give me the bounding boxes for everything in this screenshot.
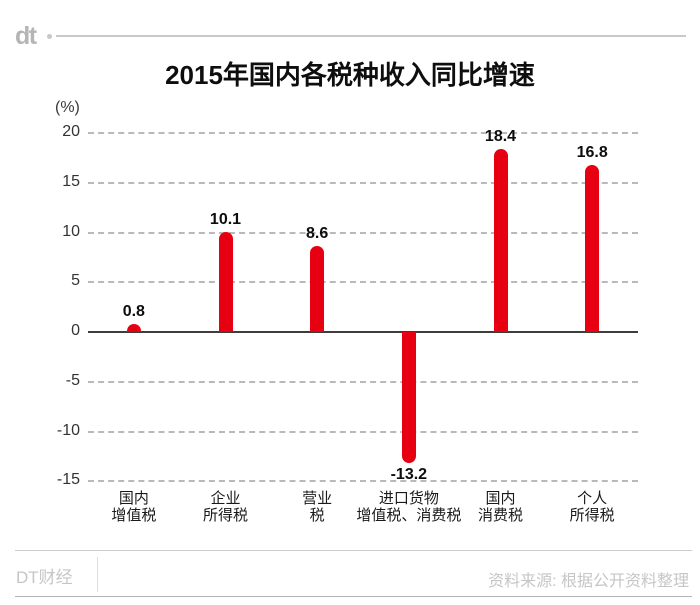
y-tick-label-5: 5 xyxy=(71,272,80,290)
bar-value-label-5: 18.4 xyxy=(484,127,517,145)
dt-logo: dt xyxy=(15,22,37,50)
y-tick-label-10: 10 xyxy=(62,222,80,240)
x-category-label-1: 国内 增值税 xyxy=(111,490,157,524)
footer-source: 资料来源: 根据公开资料整理 xyxy=(488,573,689,590)
footer-brand: DT财经 xyxy=(16,568,73,587)
footer-divider xyxy=(97,557,98,592)
x-category-label-3: 营业 税 xyxy=(302,490,333,524)
x-category-label-2: 企业 所得税 xyxy=(202,490,248,524)
zero-axis-line xyxy=(88,331,638,333)
y-tick-label-0: 0 xyxy=(71,322,80,339)
x-category-label-4: 进口货物 增值税、消费税 xyxy=(356,490,462,524)
y-tick-label-20: 20 xyxy=(62,123,80,140)
bar-value-label-3: 8.6 xyxy=(306,225,329,243)
bar-5 xyxy=(493,148,508,332)
y-tick-label-15: 15 xyxy=(62,172,80,190)
x-category-label-5: 国内 消费税 xyxy=(477,490,523,524)
gridline-20 xyxy=(88,132,638,134)
y-tick-label--15: -15 xyxy=(56,471,80,489)
bar-value-label-1: 0.8 xyxy=(122,303,145,321)
gridline--10 xyxy=(88,430,638,433)
y-tick-label--10: -10 xyxy=(56,421,80,439)
bar-value-label-2: 10.1 xyxy=(209,210,242,228)
gridline--15 xyxy=(88,480,638,483)
chart-title: 2015年国内各税种收入同比增速 xyxy=(165,60,535,90)
bar-value-label-4: -13.2 xyxy=(390,466,428,484)
footer-rule-bottom xyxy=(15,596,692,597)
gridline--5 xyxy=(88,380,638,383)
logo-dot-icon xyxy=(47,34,52,39)
x-category-label-6: 个人 所得税 xyxy=(569,490,615,524)
bar-value-label-6: 16.8 xyxy=(576,143,608,161)
gridline-15 xyxy=(88,181,638,184)
bar-6 xyxy=(585,164,600,332)
footer-rule-top xyxy=(15,550,692,551)
bar-4 xyxy=(401,332,416,464)
header-rule xyxy=(56,35,686,37)
bar-2 xyxy=(218,231,233,332)
y-axis-unit-label: (%) xyxy=(55,99,80,116)
gridline-5 xyxy=(88,281,638,284)
gridline-10 xyxy=(88,231,638,234)
y-tick-label--5: -5 xyxy=(65,371,80,389)
bar-3 xyxy=(310,246,325,332)
bar-1 xyxy=(126,324,141,332)
